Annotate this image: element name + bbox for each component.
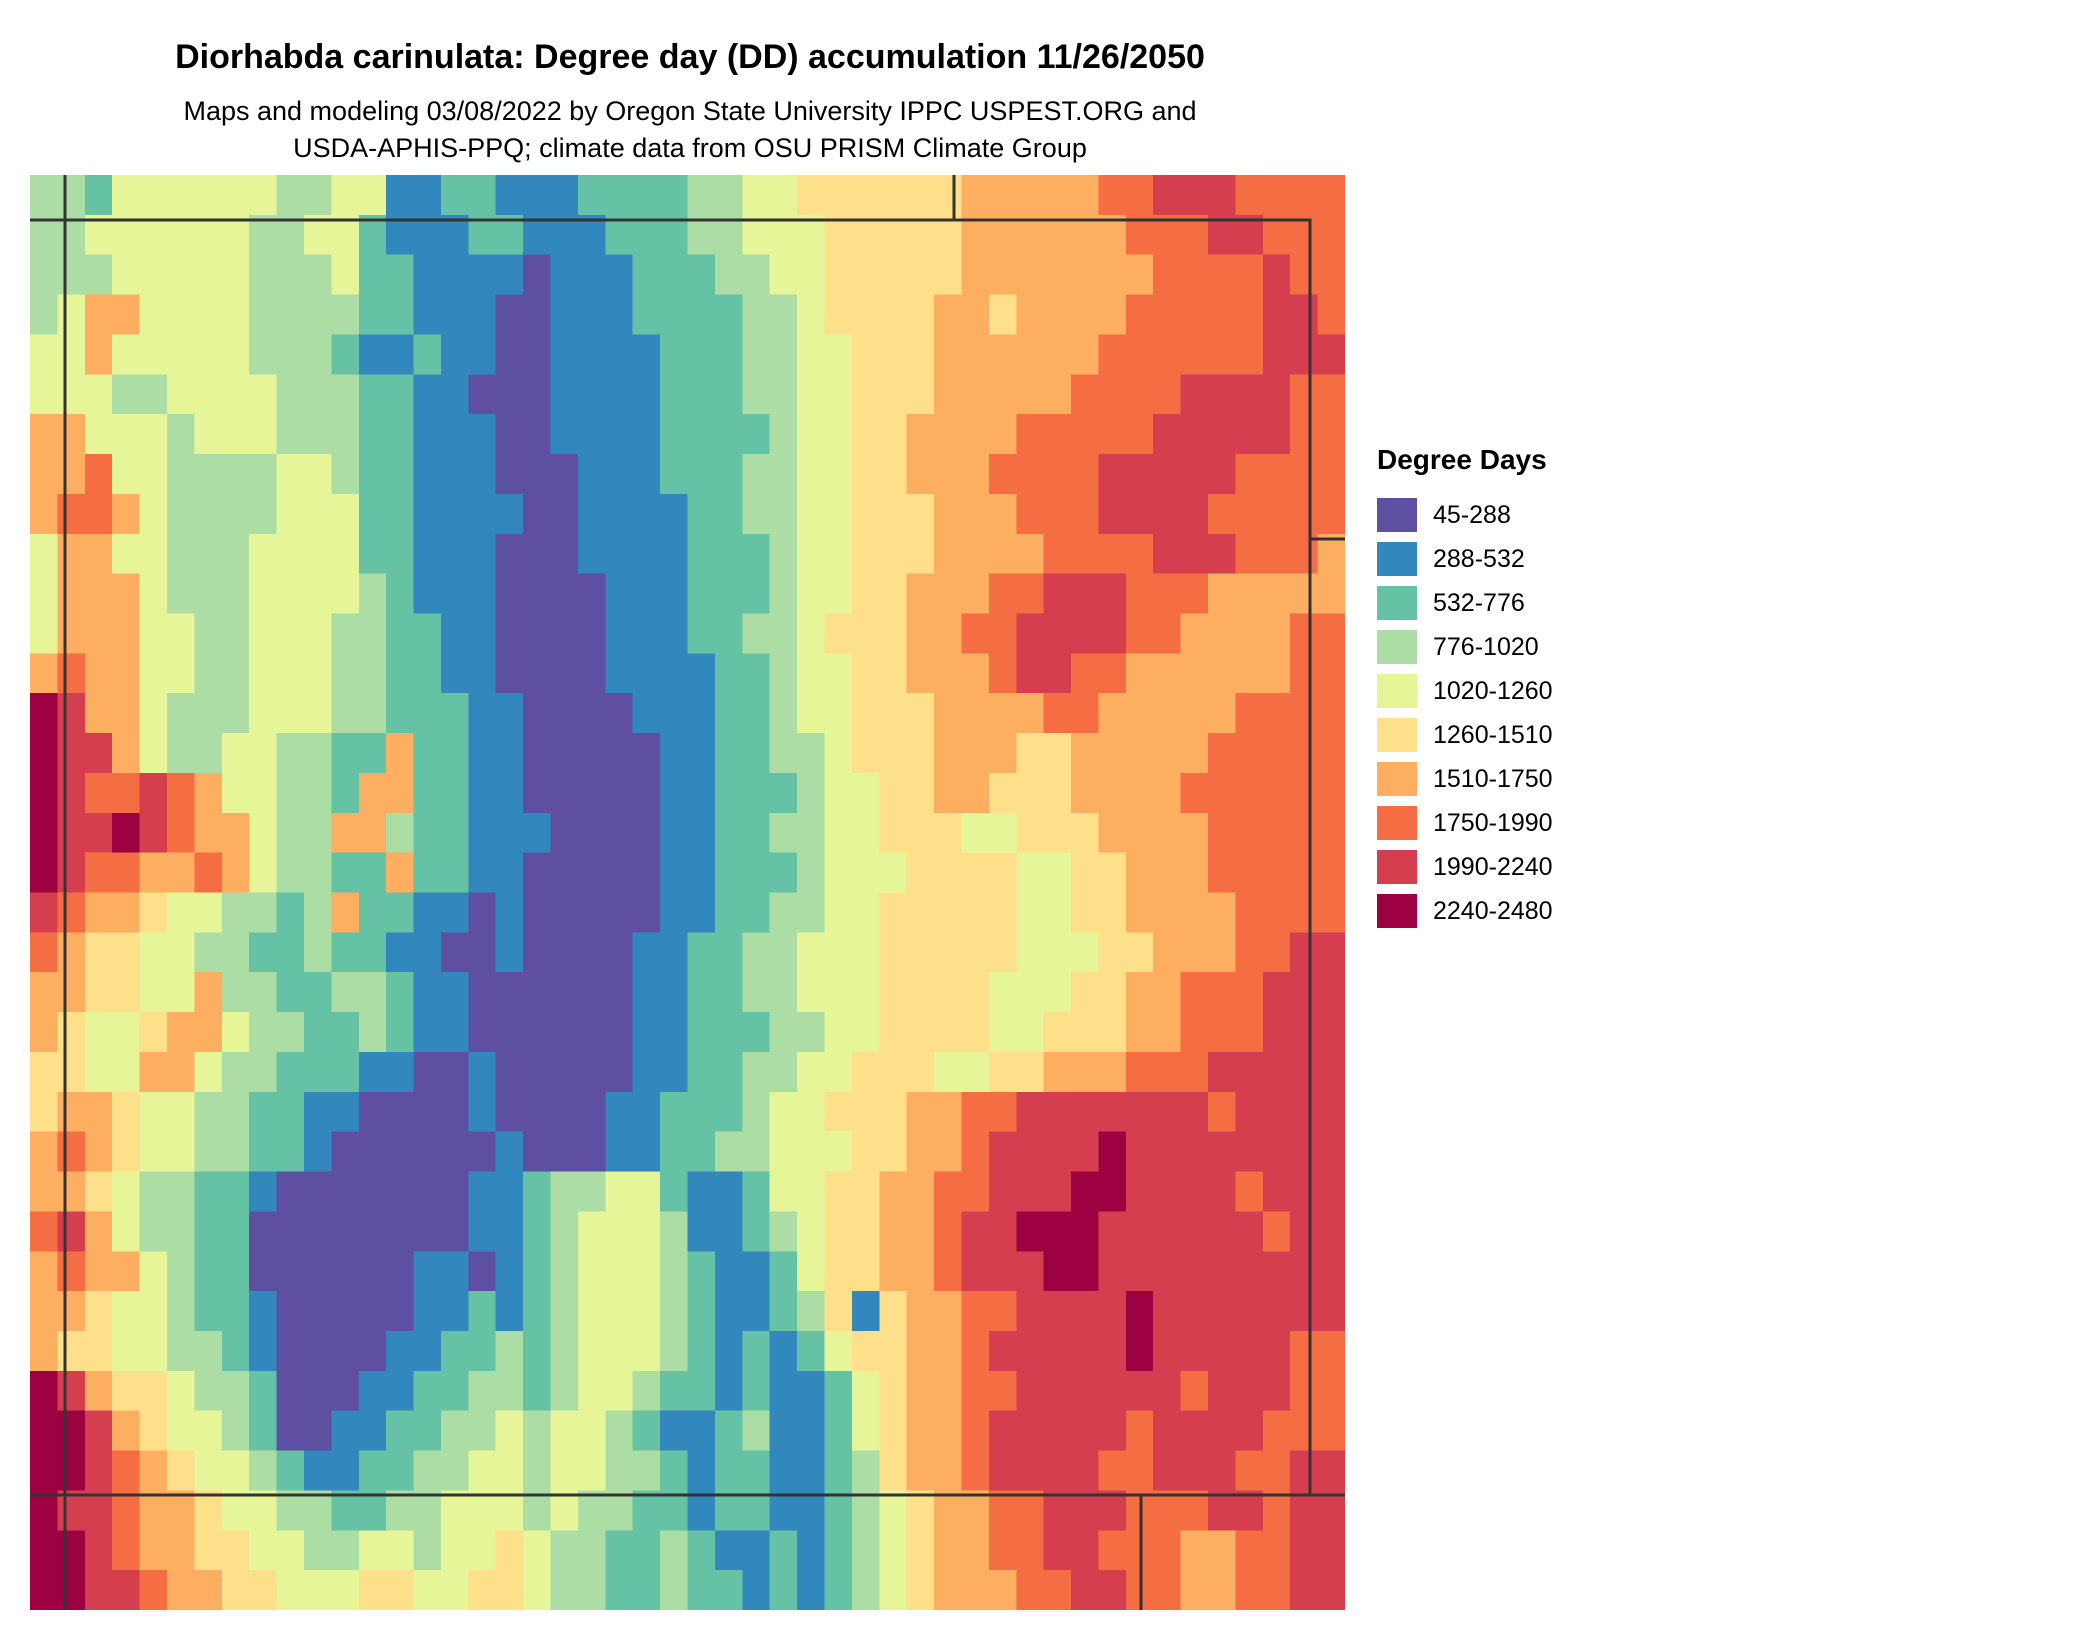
legend-item: 776-1020 xyxy=(1377,630,1657,664)
legend-title: Degree Days xyxy=(1377,444,1547,475)
legend-swatch xyxy=(1377,630,1417,664)
legend-label: 1750-1990 xyxy=(1433,808,1553,837)
legend-label: 776-1020 xyxy=(1433,632,1539,661)
legend-label: 532-776 xyxy=(1433,588,1525,617)
legend-label: 1510-1750 xyxy=(1433,764,1553,793)
legend-swatch xyxy=(1377,850,1417,884)
legend-item: 45-288 xyxy=(1377,498,1657,532)
legend-label: 1990-2240 xyxy=(1433,852,1553,881)
legend-item: 288-532 xyxy=(1377,542,1657,576)
degree-day-raster-canvas xyxy=(30,175,1345,1610)
legend-swatch xyxy=(1377,586,1417,620)
legend-label: 45-288 xyxy=(1433,500,1511,529)
subtitle: Maps and modeling 03/08/2022 by Oregon S… xyxy=(0,93,1380,167)
legend-label: 1260-1510 xyxy=(1433,720,1553,749)
legend-label: 2240-2480 xyxy=(1433,896,1553,925)
legend-label: 1020-1260 xyxy=(1433,676,1553,705)
header: Diorhabda carinulata: Degree day (DD) ac… xyxy=(0,0,1380,167)
legend-label: 288-532 xyxy=(1433,544,1525,573)
legend-swatch xyxy=(1377,674,1417,708)
legend-swatch xyxy=(1377,762,1417,796)
legend-swatch xyxy=(1377,806,1417,840)
legend-item: 1260-1510 xyxy=(1377,718,1657,752)
degree-day-map xyxy=(30,175,1345,1610)
colorado-state-border xyxy=(65,220,1310,1495)
legend-swatch xyxy=(1377,542,1417,576)
legend-item: 1990-2240 xyxy=(1377,850,1657,884)
legend-swatch xyxy=(1377,718,1417,752)
legend-items: 45-288 288-532 532-776 776-1020 1020-1260 126… xyxy=(1377,498,1657,928)
legend-item: 1750-1990 xyxy=(1377,806,1657,840)
legend-item: 532-776 xyxy=(1377,586,1657,620)
page-title: Diorhabda carinulata: Degree day (DD) ac… xyxy=(175,38,1205,76)
legend-item: 2240-2480 xyxy=(1377,894,1657,928)
state-border-overlay xyxy=(30,175,1345,1610)
subtitle-line-1: Maps and modeling 03/08/2022 by Oregon S… xyxy=(183,96,1197,126)
legend-swatch xyxy=(1377,498,1417,532)
subtitle-line-2: USDA-APHIS-PPQ; climate data from OSU PR… xyxy=(293,133,1087,163)
legend-item: 1510-1750 xyxy=(1377,762,1657,796)
legend: Degree Days 45-288 288-532 532-776 776-1020… xyxy=(1377,444,1657,938)
legend-item: 1020-1260 xyxy=(1377,674,1657,708)
legend-swatch xyxy=(1377,894,1417,928)
